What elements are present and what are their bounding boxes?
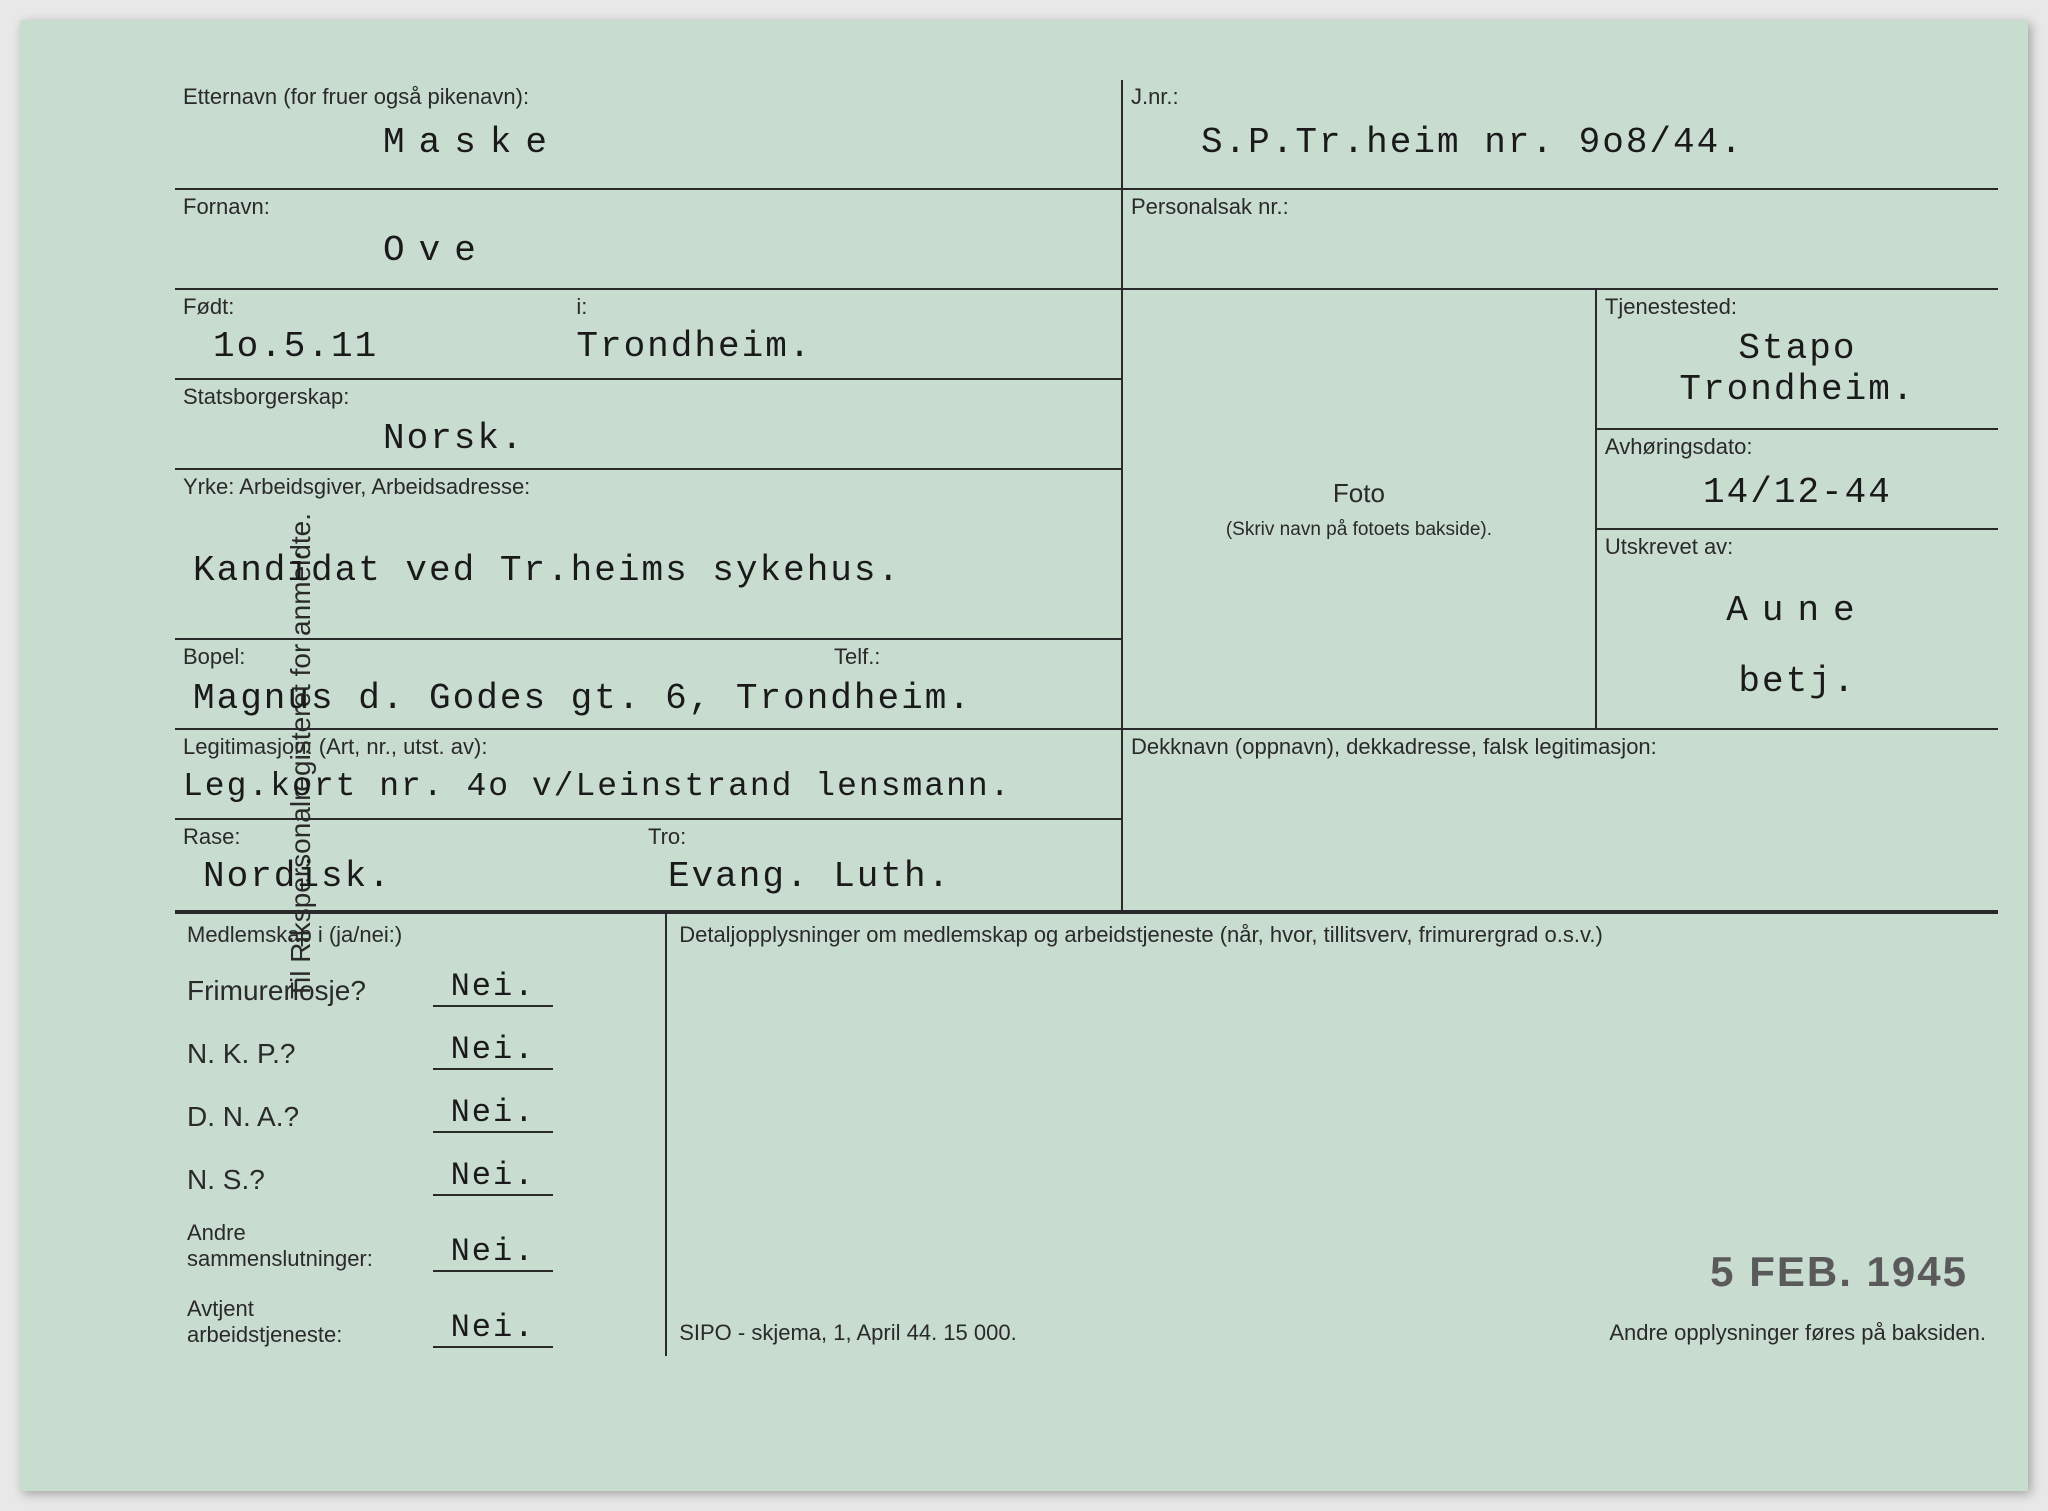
label-dna: D. N. A.? xyxy=(187,1101,417,1133)
cell-foto: Foto (Skriv navn på fotoets bakside). xyxy=(1123,290,1597,730)
label-tjenestested: Tjenestested: xyxy=(1605,294,1990,320)
label-fodt: Født: xyxy=(183,294,536,320)
registration-card: Til Rikspersonalregisteret for anmeldte.… xyxy=(20,20,2028,1491)
row-rase-tro: Rase: Nordisk. Tro: Evang. Luth. xyxy=(175,820,1998,914)
cell-fodt: Født: 1o.5.11 i: Trondheim. xyxy=(175,290,1121,380)
value-fornavn: Ove xyxy=(383,230,1113,271)
footer-andreopp: Andre opplysninger føres på baksiden. xyxy=(1609,1320,1986,1346)
date-stamp: 5 FEB. 1945 xyxy=(1710,1248,1968,1296)
label-dekknavn: Dekknavn (oppnavn), dekkadresse, falsk l… xyxy=(1131,734,1990,760)
label-andre: Andre sammenslutninger: xyxy=(187,1220,417,1272)
cell-jnr: J.nr.: S.P.Tr.heim nr. 9o8/44. xyxy=(1123,80,1998,190)
cell-rase-tro: Rase: Nordisk. Tro: Evang. Luth. xyxy=(175,820,1123,910)
label-personalsak: Personalsak nr.: xyxy=(1131,194,1990,220)
label-frimurer: Frimurerlosje? xyxy=(187,975,417,1007)
cell-statsborgerskap: Statsborgerskap: Norsk. xyxy=(175,380,1121,470)
value-ns: Nei. xyxy=(433,1157,553,1196)
row-membership: Medlemskap i (ja/nei:) Frimurerlosje? Ne… xyxy=(175,914,1998,1356)
label-tro: Tro: xyxy=(648,824,1113,850)
label-rase: Rase: xyxy=(183,824,648,850)
value-etternavn: Maske xyxy=(383,122,1113,163)
value-dna: Nei. xyxy=(433,1094,553,1133)
label-jnr: J.nr.: xyxy=(1131,84,1990,110)
cell-fornavn: Fornavn: Ove xyxy=(175,190,1123,290)
cell-avhoringsdato: Avhøringsdato: 14/12-44 xyxy=(1597,430,1998,530)
label-foto-sub: (Skriv navn på fotoets bakside). xyxy=(1226,519,1492,541)
membership-nkp: N. K. P.? Nei. xyxy=(187,1031,653,1070)
footer-sipo: SIPO - skjema, 1, April 44. 15 000. xyxy=(679,1320,1017,1346)
membership-column: Medlemskap i (ja/nei:) Frimurerlosje? Ne… xyxy=(175,914,667,1356)
label-avhoringsdato: Avhøringsdato: xyxy=(1605,434,1990,460)
label-fodti: i: xyxy=(576,294,1113,320)
label-nkp: N. K. P.? xyxy=(187,1038,417,1070)
row-legitimasjon: Legitimasjon: (Art, nr., utst. av): Leg.… xyxy=(175,730,1998,820)
detail-column: Detaljopplysninger om medlemskap og arbe… xyxy=(667,914,1998,1356)
cell-dekknavn: Dekknavn (oppnavn), dekkadresse, falsk l… xyxy=(1123,730,1998,820)
label-detalj: Detaljopplysninger om medlemskap og arbe… xyxy=(679,922,1986,948)
left-column: Født: 1o.5.11 i: Trondheim. Statsborgers… xyxy=(175,290,1123,730)
label-telf: Telf.: xyxy=(834,644,880,670)
label-fornavn: Fornavn: xyxy=(183,194,1113,220)
value-yrke: Kandidat ved Tr.heims sykehus. xyxy=(193,550,1113,591)
membership-avtjent: Avtjent arbeidstjeneste: Nei. xyxy=(187,1296,653,1348)
footer-row: SIPO - skjema, 1, April 44. 15 000. Andr… xyxy=(679,1320,1986,1346)
row-middle: Født: 1o.5.11 i: Trondheim. Statsborgers… xyxy=(175,290,1998,730)
cell-legitimasjon: Legitimasjon: (Art, nr., utst. av): Leg.… xyxy=(175,730,1123,820)
label-etternavn: Etternavn (for fruer også pikenavn): xyxy=(183,84,1113,110)
membership-andre: Andre sammenslutninger: Nei. xyxy=(187,1220,653,1272)
value-andre: Nei. xyxy=(433,1233,553,1272)
value-statsborgerskap: Norsk. xyxy=(383,418,1113,459)
value-tro: Evang. Luth. xyxy=(668,856,1113,897)
value-frimurer: Nei. xyxy=(433,968,553,1007)
label-bopel: Bopel: xyxy=(183,644,834,670)
cell-bopel: Bopel: Telf.: Magnus d. Godes gt. 6, Tro… xyxy=(175,640,1121,730)
label-statsborgerskap: Statsborgerskap: xyxy=(183,384,1113,410)
value-rase: Nordisk. xyxy=(203,856,648,897)
value-tjenestested2: Trondheim. xyxy=(1605,369,1990,410)
value-utskrevet2: betj. xyxy=(1605,661,1990,702)
cell-tjenestested: Tjenestested: Stapo Trondheim. xyxy=(1597,290,1998,430)
value-utskrevet1: Aune xyxy=(1605,590,1990,631)
value-legitimasjon: Leg.kort nr. 4o v/Leinstrand lensmann. xyxy=(183,768,1113,805)
membership-frimurer: Frimurerlosje? Nei. xyxy=(187,968,653,1007)
value-nkp: Nei. xyxy=(433,1031,553,1070)
cell-utskrevet: Utskrevet av: Aune betj. xyxy=(1597,530,1998,730)
value-fodt: 1o.5.11 xyxy=(213,326,536,367)
value-avhoringsdato: 14/12-44 xyxy=(1605,472,1990,513)
membership-ns: N. S.? Nei. xyxy=(187,1157,653,1196)
value-fodti: Trondheim. xyxy=(576,326,1113,367)
value-jnr: S.P.Tr.heim nr. 9o8/44. xyxy=(1201,122,1990,163)
membership-dna: D. N. A.? Nei. xyxy=(187,1094,653,1133)
cell-personalsak: Personalsak nr.: xyxy=(1123,190,1998,290)
label-legitimasjon: Legitimasjon: (Art, nr., utst. av): xyxy=(183,734,1113,760)
cell-etternavn: Etternavn (for fruer også pikenavn): Mas… xyxy=(175,80,1123,190)
value-avtjent: Nei. xyxy=(433,1309,553,1348)
label-foto: Foto xyxy=(1333,478,1385,509)
label-medlemskap: Medlemskap i (ja/nei:) xyxy=(187,922,653,948)
label-avtjent: Avtjent arbeidstjeneste: xyxy=(187,1296,417,1348)
row-1: Etternavn (for fruer også pikenavn): Mas… xyxy=(175,80,1998,190)
form-area: Etternavn (for fruer også pikenavn): Mas… xyxy=(175,80,1998,1461)
label-yrke: Yrke: Arbeidsgiver, Arbeidsadresse: xyxy=(183,474,1113,500)
cell-dekknavn-empty xyxy=(1123,820,1998,910)
value-tjenestested1: Stapo xyxy=(1605,328,1990,369)
label-utskrevet: Utskrevet av: xyxy=(1605,534,1990,560)
value-bopel: Magnus d. Godes gt. 6, Trondheim. xyxy=(193,678,1113,719)
label-ns: N. S.? xyxy=(187,1164,417,1196)
row-2: Fornavn: Ove Personalsak nr.: xyxy=(175,190,1998,290)
cell-yrke: Yrke: Arbeidsgiver, Arbeidsadresse: Kand… xyxy=(175,470,1121,640)
right-column: Tjenestested: Stapo Trondheim. Avhørings… xyxy=(1597,290,1998,730)
